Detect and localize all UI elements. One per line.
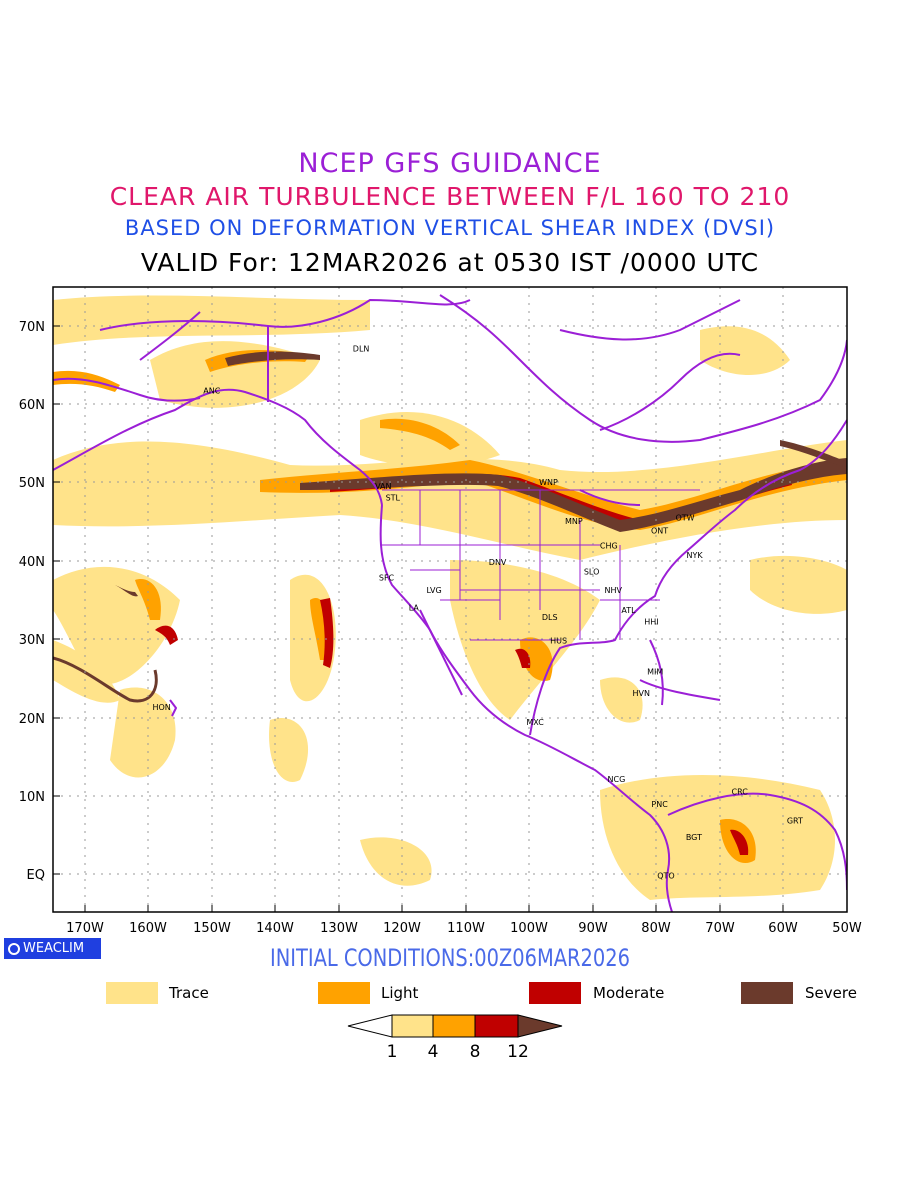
lat-label: 30N [19,633,45,648]
colorbar: 1 4 8 12 [347,1014,563,1062]
station-label-van: VAN [375,482,391,491]
station-label-wnp: WNP [539,478,558,487]
turbulence-map: 70N 60N 50N 40N 30N 20N 10N EQ 170W 160W… [19,286,862,936]
axis-ticks [53,325,784,912]
station-label-anc: ANC [203,386,220,395]
station-label-stl: STL [386,494,401,503]
colorbar-segment-above [517,1014,563,1038]
map-area [53,287,847,912]
logo-text: WEACLIM [23,941,85,956]
legend-swatch [529,982,581,1004]
legend-label: Trace [169,984,209,1002]
lon-label: 50W [832,921,862,936]
lat-label: 70N [19,320,45,335]
station-label-mim: MIM [647,668,663,677]
legend-label: Light [381,984,419,1002]
lat-label: 60N [19,398,45,413]
colorbar-tick: 8 [470,1042,481,1062]
legend-label: Moderate [593,984,665,1002]
station-label-la: LA [409,603,420,612]
lon-label: 130W [320,921,358,936]
station-label-sfc: SFC [379,574,395,583]
station-label-grt: GRT [787,817,803,826]
station-label-hhi: HHI [644,618,658,627]
station-label-pnc: PNC [651,800,668,809]
logo-circle-icon [8,943,20,955]
lon-label: 110W [447,921,485,936]
legend-swatch [318,982,370,1004]
lon-label: 90W [578,921,608,936]
legend-swatch [106,982,158,1004]
legend-swatch [741,982,793,1004]
station-label-dls: DLS [542,613,558,622]
map-frame [52,286,848,913]
title-model: NCEP GFS GUIDANCE [298,148,602,179]
station-label-crc: CRC [732,788,749,797]
lon-label: 120W [383,921,421,936]
lat-label: 10N [19,790,45,805]
station-label-nhv: NHV [604,586,622,595]
title-method: BASED ON DEFORMATION VERTICAL SHEAR INDE… [124,216,776,240]
colorbar-segment [474,1014,519,1038]
state-borders [382,489,700,641]
station-label-hon: HON [152,703,170,712]
colorbar-segment-below [347,1014,393,1038]
station-label-qto: QTO [657,872,674,881]
colorbar-tick: 12 [507,1042,529,1062]
station-label-ont: ONT [651,527,668,536]
station-label-hus: HUS [550,636,567,645]
title-valid-time: VALID For: 12MAR2026 at 0530 IST /0000 U… [140,248,760,277]
station-label-bgt: BGT [686,833,702,842]
station-label-ncg: NCG [608,775,626,784]
severe-areas [115,351,847,597]
station-label-nyk: NYK [687,551,704,560]
station-label-chg: CHG [600,542,618,551]
trace-areas [53,295,847,900]
lon-label: 140W [256,921,294,936]
station-label-dln: DLN [353,345,370,354]
lon-label: 170W [66,921,104,936]
weaclim-logo: WEACLIM [4,938,101,959]
station-label-dnv: DNV [489,558,507,567]
lon-label: 150W [193,921,231,936]
coastlines [53,294,847,912]
legend-label: Severe [805,984,857,1002]
station-labels: DLN ANC VAN STL WNP MNP OTW ONT CHG NYK DNV SFC LVG S… [152,345,803,881]
lat-label: 40N [19,555,45,570]
title-product: CLEAR AIR TURBULENCE BETWEEN F/L 160 TO … [109,182,791,211]
lat-label: EQ [27,868,45,883]
station-label-mxc: MXC [526,718,544,727]
station-label-mnp: MNP [565,517,583,526]
colorbar-segment [432,1014,476,1038]
lat-label: 20N [19,712,45,727]
station-label-atl: ATL [621,606,636,615]
station-label-hvn: HVN [632,689,649,698]
lon-label: 100W [510,921,548,936]
lat-labels: 70N 60N 50N 40N 30N 20N 10N EQ [19,320,45,883]
lon-label: 160W [129,921,167,936]
lat-label: 50N [19,476,45,491]
station-label-slo: SLO [584,567,600,576]
station-label-otw: OTW [675,513,694,522]
lon-label: 70W [705,921,735,936]
colorbar-tick: 1 [387,1042,398,1062]
lon-label: 80W [641,921,671,936]
lon-labels: 170W 160W 150W 140W 130W 120W 110W 100W … [66,921,862,936]
initial-conditions: INITIAL CONDITIONS:00Z06MAR2026 [269,944,631,972]
station-label-lvg: LVG [426,586,441,595]
colorbar-tick: 4 [428,1042,439,1062]
lon-label: 60W [768,921,798,936]
colorbar-segment [391,1014,434,1038]
